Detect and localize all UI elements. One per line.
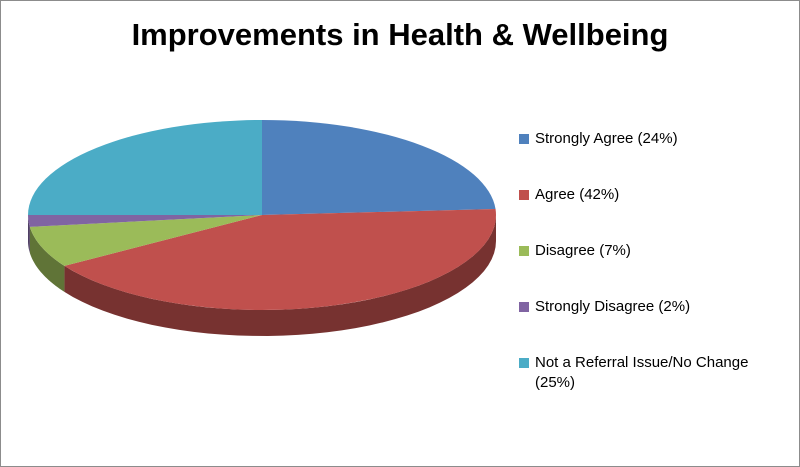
pie-side-strongly-disagree <box>28 215 30 253</box>
pie-slice-disagree <box>29 215 262 266</box>
chart-title: Improvements in Health & Wellbeing <box>131 17 669 52</box>
legend-label: Strongly Disagree (2%) <box>535 298 691 315</box>
legend-label: Not a Referral Issue/No Change (25%) <box>535 354 749 391</box>
legend-swatch <box>519 190 529 200</box>
pie-slice-strongly-disagree <box>28 215 262 227</box>
pie-top <box>28 120 497 310</box>
pie-slice-no-change <box>28 120 262 215</box>
pie-slice-agree <box>64 209 497 310</box>
legend-swatch <box>519 134 529 144</box>
legend-label: Strongly Agree (24%) <box>535 130 678 147</box>
legend-swatch <box>519 302 529 312</box>
legend-label: Disagree (7%) <box>535 242 631 259</box>
legend-label: Agree (42%) <box>535 186 620 203</box>
pie-side-agree <box>64 215 497 336</box>
pie-side-disagree <box>29 226 65 292</box>
pie-slice-strongly-agree <box>262 120 496 215</box>
pie-sides <box>28 215 497 336</box>
legend-swatch <box>519 358 529 368</box>
legend-swatch <box>519 246 529 256</box>
